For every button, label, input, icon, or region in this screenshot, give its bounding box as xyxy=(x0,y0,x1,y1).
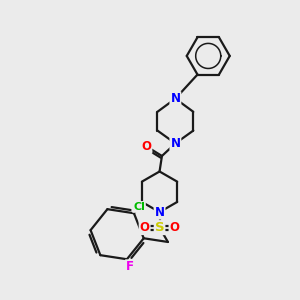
Text: O: O xyxy=(141,140,152,153)
Text: O: O xyxy=(169,221,179,234)
Text: S: S xyxy=(155,221,164,234)
Text: O: O xyxy=(140,221,150,234)
Text: Cl: Cl xyxy=(133,202,145,212)
Text: F: F xyxy=(126,260,134,273)
Text: N: N xyxy=(170,92,180,105)
Text: N: N xyxy=(170,137,180,150)
Text: N: N xyxy=(154,206,165,219)
